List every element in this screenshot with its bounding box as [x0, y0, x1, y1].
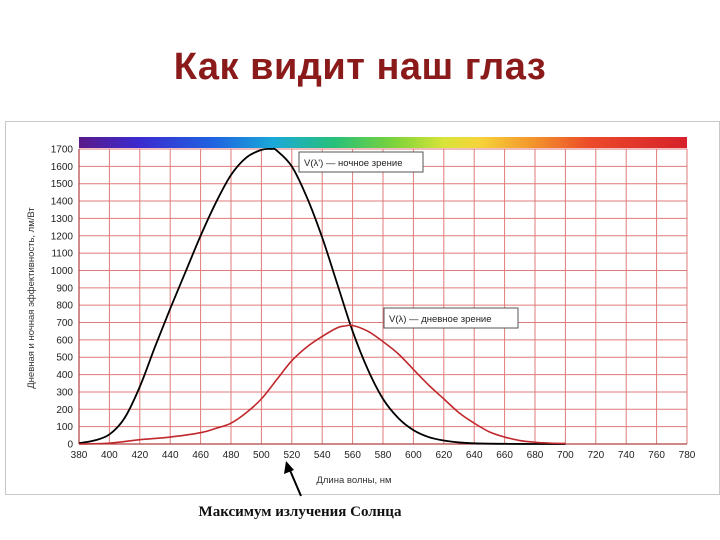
x-tick-label: 460 [192, 450, 209, 461]
series-lines [78, 147, 566, 445]
series-day-line [78, 324, 566, 445]
x-tick-label: 560 [344, 450, 361, 461]
x-tick-label: 520 [283, 450, 300, 461]
y-tick-label: 1600 [51, 162, 74, 173]
x-tick-label: 760 [648, 450, 665, 461]
x-tick-label: 780 [679, 450, 696, 461]
legend-night: V(λ') — ночное зрение [298, 151, 424, 173]
legend-day-label: V(λ) — дневное зрение [389, 314, 492, 325]
legend-night-label: V(λ') — ночное зрение [304, 158, 403, 169]
x-tick-label: 380 [71, 450, 88, 461]
x-tick-label: 600 [405, 450, 422, 461]
y-tick-label: 1500 [51, 179, 74, 190]
y-tick-label: 400 [56, 370, 73, 381]
x-tick-label: 480 [223, 450, 240, 461]
x-tick-label: 700 [557, 450, 574, 461]
x-tick-label: 660 [496, 450, 513, 461]
y-tick-label: 0 [67, 440, 73, 451]
y-tick-label: 1000 [51, 266, 74, 277]
y-tick-label: 600 [56, 335, 73, 346]
x-tick-label: 420 [131, 450, 148, 461]
y-tick-label: 1400 [51, 197, 74, 208]
y-tick-label: 300 [56, 387, 73, 398]
slide-title: Как видит наш глаз [173, 46, 547, 88]
y-tick-label: 1300 [51, 214, 74, 225]
legend-day: V(λ) — дневное зрение [383, 307, 519, 329]
spectrum-bar [79, 137, 687, 148]
y-tick-label: 800 [56, 301, 73, 312]
y-tick-label: 500 [56, 353, 73, 364]
x-tick-label: 620 [435, 450, 452, 461]
x-axis-label: Длина волны, нм [316, 475, 391, 486]
y-tick-label: 1700 [51, 145, 74, 156]
tick-labels: 0 100 200 300 400 500 600 700 800 900 1000 1100 1200… [51, 145, 696, 462]
y-axis-label: Дневная и ночная эффективность, лм/Вт [26, 207, 37, 389]
y-tick-label: 200 [56, 405, 73, 416]
chart-frame: 0 100 200 300 400 500 600 700 800 900 1000 1100 1200… [5, 121, 720, 495]
sun-caption: Максимум излучения Солнца [198, 504, 402, 520]
x-tick-label: 440 [162, 450, 179, 461]
y-tick-label: 1200 [51, 231, 74, 242]
x-tick-label: 400 [101, 450, 118, 461]
y-tick-label: 900 [56, 283, 73, 294]
y-tick-label: 100 [56, 422, 73, 433]
x-tick-label: 720 [587, 450, 604, 461]
x-tick-label: 500 [253, 450, 270, 461]
y-tick-label: 700 [56, 318, 73, 329]
x-tick-label: 580 [375, 450, 392, 461]
series-night-line [78, 147, 566, 445]
x-tick-label: 740 [618, 450, 635, 461]
x-tick-label: 540 [314, 450, 331, 461]
y-tick-label: 1100 [51, 249, 73, 260]
sensitivity-chart: 0 100 200 300 400 500 600 700 800 900 1000 1100 1200… [26, 137, 696, 486]
x-tick-label: 640 [466, 450, 483, 461]
series-labels: V(λ') — ночное зрение V(λ) — дневное зре… [298, 151, 519, 329]
chart-grid [78, 148, 688, 445]
x-tick-label: 680 [527, 450, 544, 461]
